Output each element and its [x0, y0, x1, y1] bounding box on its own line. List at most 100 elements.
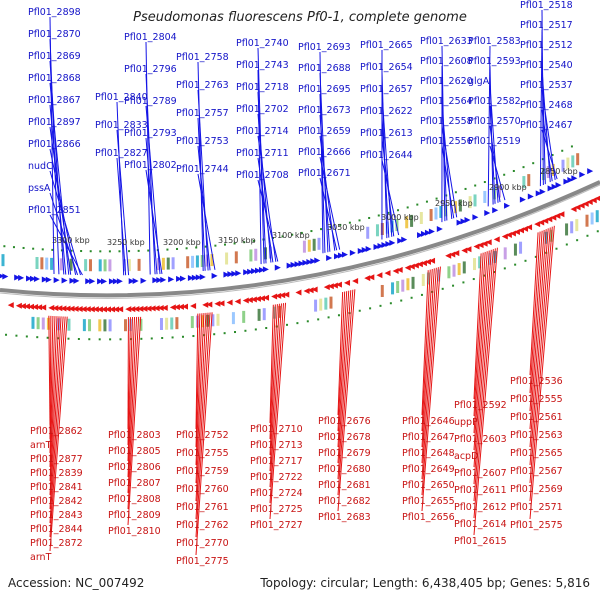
reverse-gene-label[interactable]: Pfl01_2607 — [454, 468, 507, 479]
reverse-gene-label[interactable]: Pfl01_2862 — [30, 426, 83, 437]
reverse-gene-label[interactable]: Pfl01_2805 — [108, 446, 161, 457]
reverse-gene-label[interactable]: Pfl01_2724 — [250, 488, 303, 499]
forward-gene-label[interactable]: Pfl01_2869 — [28, 51, 81, 62]
reverse-gene-label[interactable]: Pfl01_2656 — [402, 512, 455, 523]
forward-gene-label[interactable]: glgA — [468, 76, 490, 87]
forward-gene-label[interactable]: Pfl01_2620 — [420, 76, 473, 87]
reverse-gene-label[interactable]: arnT — [30, 440, 52, 451]
reverse-gene-label[interactable]: Pfl01_2612 — [454, 502, 507, 513]
reverse-gene-label[interactable]: Pfl01_2841 — [30, 482, 83, 493]
forward-gene-label[interactable]: Pfl01_2740 — [236, 38, 289, 49]
forward-gene-label[interactable]: Pfl01_2608 — [420, 56, 473, 67]
reverse-gene-label[interactable]: Pfl01_2803 — [108, 430, 161, 441]
forward-gene-label[interactable]: Pfl01_2556 — [420, 136, 473, 147]
reverse-gene-label[interactable]: Pfl01_2810 — [108, 526, 161, 537]
reverse-gene-label[interactable]: Pfl01_2770 — [176, 538, 229, 549]
reverse-gene-label[interactable]: Pfl01_2611 — [454, 485, 507, 496]
reverse-gene-label[interactable]: Pfl01_2683 — [318, 512, 371, 523]
reverse-gene-label[interactable]: arnT — [30, 552, 52, 563]
reverse-gene-label[interactable]: Pfl01_2678 — [318, 432, 371, 443]
reverse-gene-label[interactable]: Pfl01_2762 — [176, 520, 229, 531]
reverse-gene-label[interactable]: Pfl01_2679 — [318, 448, 371, 459]
forward-gene-label[interactable]: Pfl01_2693 — [298, 42, 351, 53]
reverse-gene-label[interactable]: Pfl01_2681 — [318, 480, 371, 491]
reverse-gene-label[interactable]: Pfl01_2807 — [108, 478, 161, 489]
reverse-gene-label[interactable]: Pfl01_2571 — [510, 502, 563, 513]
reverse-gene-label[interactable]: Pfl01_2843 — [30, 510, 83, 521]
forward-gene-label[interactable]: Pfl01_2753 — [176, 136, 229, 147]
forward-gene-label[interactable]: Pfl01_2468 — [520, 100, 573, 111]
forward-gene-label[interactable]: Pfl01_2671 — [298, 168, 351, 179]
reverse-gene-label[interactable]: Pfl01_2603 — [454, 434, 507, 445]
reverse-gene-label[interactable]: Pfl01_2561 — [510, 412, 563, 423]
forward-gene-label[interactable]: Pfl01_2702 — [236, 104, 289, 115]
forward-gene-label[interactable]: Pfl01_2827 — [95, 148, 148, 159]
reverse-gene-label[interactable]: Pfl01_2717 — [250, 456, 303, 467]
reverse-gene-label[interactable]: Pfl01_2727 — [250, 520, 303, 531]
reverse-gene-label[interactable]: Pfl01_2647 — [402, 432, 455, 443]
forward-gene-label[interactable]: Pfl01_2868 — [28, 73, 81, 84]
reverse-gene-label[interactable]: Pfl01_2809 — [108, 510, 161, 521]
forward-gene-label[interactable]: Pfl01_2540 — [520, 60, 573, 71]
forward-gene-label[interactable]: Pfl01_2743 — [236, 60, 289, 71]
reverse-gene-label[interactable]: Pfl01_2615 — [454, 536, 507, 547]
reverse-gene-label[interactable]: Pfl01_2877 — [30, 454, 83, 465]
forward-gene-label[interactable]: Pfl01_2866 — [28, 139, 81, 150]
forward-gene-label[interactable]: Pfl01_2714 — [236, 126, 289, 137]
forward-gene-label[interactable]: Pfl01_2688 — [298, 63, 351, 74]
forward-gene-label[interactable]: Pfl01_2644 — [360, 150, 413, 161]
forward-gene-label[interactable]: Pfl01_2654 — [360, 62, 413, 73]
forward-gene-label[interactable]: nudC — [28, 161, 53, 172]
reverse-gene-label[interactable]: Pfl01_2682 — [318, 496, 371, 507]
forward-gene-label[interactable]: Pfl01_2789 — [124, 96, 177, 107]
reverse-gene-label[interactable]: Pfl01_2592 — [454, 400, 507, 411]
reverse-gene-label[interactable]: Pfl01_2676 — [318, 416, 371, 427]
forward-gene-label[interactable]: Pfl01_2564 — [420, 96, 473, 107]
reverse-gene-label[interactable]: Pfl01_2761 — [176, 502, 229, 513]
reverse-gene-label[interactable]: Pfl01_2648 — [402, 448, 455, 459]
reverse-gene-label[interactable]: Pfl01_2710 — [250, 424, 303, 435]
forward-gene-label[interactable]: Pfl01_2657 — [360, 84, 413, 95]
reverse-gene-label[interactable]: Pfl01_2563 — [510, 430, 563, 441]
forward-gene-label[interactable]: Pfl01_2708 — [236, 170, 289, 181]
reverse-gene-label[interactable]: Pfl01_2725 — [250, 504, 303, 515]
forward-gene-label[interactable]: Pfl01_2665 — [360, 40, 413, 51]
reverse-gene-label[interactable]: Pfl01_2575 — [510, 520, 563, 531]
forward-gene-label[interactable]: Pfl01_2593 — [468, 56, 521, 67]
forward-gene-label[interactable]: Pfl01_2802 — [124, 160, 177, 171]
reverse-gene-label[interactable]: Pfl01_2755 — [176, 448, 229, 459]
forward-gene-label[interactable]: Pfl01_2804 — [124, 32, 177, 43]
reverse-gene-label[interactable]: Pfl01_2722 — [250, 472, 303, 483]
forward-gene-label[interactable]: Pfl01_2537 — [520, 80, 573, 91]
reverse-gene-label[interactable]: Pfl01_2614 — [454, 519, 507, 530]
forward-gene-label[interactable]: Pfl01_2867 — [28, 95, 81, 106]
reverse-gene-label[interactable]: Pfl01_2555 — [510, 394, 563, 405]
reverse-gene-label[interactable]: Pfl01_2806 — [108, 462, 161, 473]
reverse-gene-label[interactable]: Pfl01_2808 — [108, 494, 161, 505]
forward-gene-label[interactable]: Pfl01_2583 — [468, 36, 521, 47]
reverse-gene-label[interactable]: Pfl01_2650 — [402, 480, 455, 491]
reverse-gene-label[interactable]: Pfl01_2760 — [176, 484, 229, 495]
reverse-gene-label[interactable]: Pfl01_2567 — [510, 466, 563, 477]
forward-gene-label[interactable]: Pfl01_2517 — [520, 20, 573, 31]
reverse-gene-label[interactable]: Pfl01_2713 — [250, 440, 303, 451]
forward-gene-label[interactable]: Pfl01_2512 — [520, 40, 573, 51]
reverse-gene-label[interactable]: Pfl01_2680 — [318, 464, 371, 475]
forward-gene-label[interactable]: Pfl01_2695 — [298, 84, 351, 95]
reverse-gene-label[interactable]: Pfl01_2655 — [402, 496, 455, 507]
reverse-gene-label[interactable]: Pfl01_2839 — [30, 468, 83, 479]
forward-gene-label[interactable]: pssA — [28, 183, 51, 194]
reverse-gene-label[interactable]: Pfl01_2842 — [30, 496, 83, 507]
reverse-gene-label[interactable]: Pfl01_2649 — [402, 464, 455, 475]
forward-gene-label[interactable]: Pfl01_2870 — [28, 29, 81, 40]
reverse-gene-label[interactable]: Pfl01_2536 — [510, 376, 563, 387]
forward-gene-label[interactable]: Pfl01_2851 — [28, 205, 81, 216]
forward-gene-label[interactable]: Pfl01_2833 — [95, 120, 148, 131]
forward-gene-label[interactable]: Pfl01_2718 — [236, 82, 289, 93]
forward-gene-label[interactable]: Pfl01_2467 — [520, 120, 573, 131]
forward-gene-label[interactable]: Pfl01_2519 — [468, 136, 521, 147]
forward-gene-label[interactable]: Pfl01_2582 — [468, 96, 521, 107]
reverse-gene-label[interactable]: Pfl01_2565 — [510, 448, 563, 459]
forward-gene-label[interactable]: Pfl01_2633 — [420, 36, 473, 47]
reverse-gene-label[interactable]: Pfl01_2844 — [30, 524, 83, 535]
